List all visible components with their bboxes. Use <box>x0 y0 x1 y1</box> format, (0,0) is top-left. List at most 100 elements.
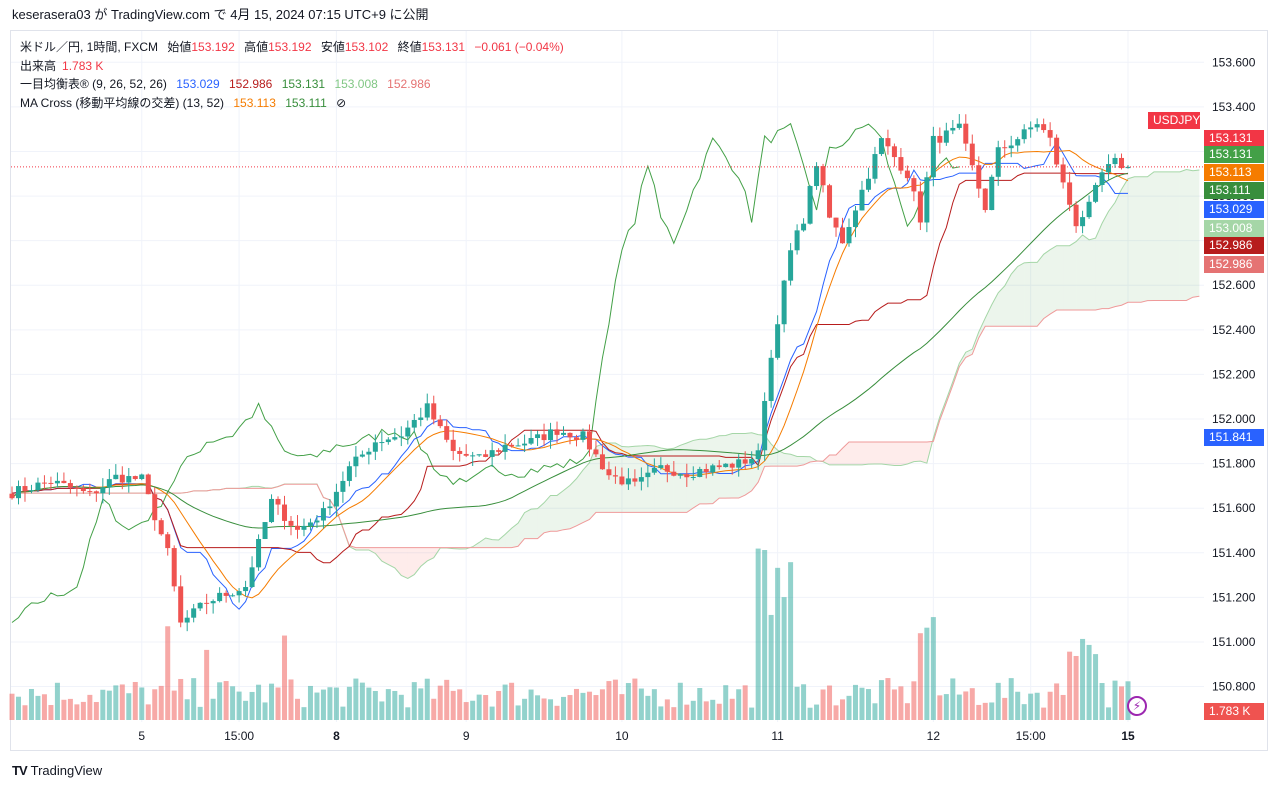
cloud-segment <box>745 432 752 496</box>
volume-bar <box>152 689 158 720</box>
candle-body <box>1054 137 1060 165</box>
candle-body <box>625 478 631 485</box>
candle-body <box>340 480 346 492</box>
volume-bar <box>119 684 125 720</box>
volume-bar <box>703 701 709 720</box>
candle-body <box>327 506 333 509</box>
volume-bar <box>852 684 858 720</box>
volume-bar <box>827 685 833 720</box>
price-label-spanB: 152.986 <box>1204 256 1264 273</box>
candle-body <box>833 217 839 228</box>
cloud-segment <box>861 442 869 465</box>
price-label-spanA: 153.008 <box>1204 220 1264 237</box>
volume-bar <box>398 694 404 720</box>
volume-bar <box>671 707 677 720</box>
volume-bar <box>969 688 975 720</box>
candle-body <box>22 486 28 492</box>
legend-ma-slow: 153.111 <box>285 95 327 110</box>
volume-bar <box>619 694 625 720</box>
cloud-segment <box>550 495 558 532</box>
volume-bar <box>178 678 184 720</box>
volume-bar <box>859 687 865 720</box>
legend-span-b: 152.986 <box>387 77 431 91</box>
legend-high-label: 高値 <box>244 40 269 54</box>
cloud-segment <box>570 478 577 529</box>
volume-bar <box>1093 654 1099 720</box>
legend-chikou: 153.131 <box>281 77 326 91</box>
y-tick-label: 152.600 <box>1212 278 1256 292</box>
volume-bar <box>301 707 307 720</box>
volume-bar <box>573 688 579 720</box>
volume-bar <box>171 690 177 720</box>
candle-body <box>1086 201 1092 218</box>
volume-bar <box>593 695 599 720</box>
cloud-segment <box>686 440 694 513</box>
candle-body <box>690 476 696 478</box>
legend-ohlc-row: 米ドル／円, 1時間, FXCM 始値153.192 高値153.192 安値1… <box>20 38 564 57</box>
legend-close-label: 終値 <box>397 40 422 54</box>
volume-bar <box>554 705 560 720</box>
legend-ichimoku-row[interactable]: 一目均衡表® (9, 26, 52, 26) 153.029 152.986 1… <box>20 75 564 94</box>
candle-body <box>859 189 865 211</box>
volume-bar <box>457 689 463 720</box>
cloud-segment <box>900 442 908 466</box>
candle-body <box>885 138 891 147</box>
candle-body <box>35 482 41 491</box>
candle-body <box>243 587 249 592</box>
volume-bar <box>327 687 333 720</box>
volume-bar <box>372 690 378 720</box>
volume-bar <box>158 685 164 720</box>
cloud-segment <box>492 539 499 548</box>
senkou-span-b-line <box>12 295 1200 549</box>
tenkan-sen-line <box>11 141 1128 610</box>
candle-body <box>437 419 443 427</box>
candle-body <box>561 432 567 435</box>
volume-bar <box>567 695 573 720</box>
legend-high: 153.192 <box>268 40 312 54</box>
legend-ma-row[interactable]: MA Cross (移動平均線の交差) (13, 52) 153.113 153… <box>20 94 564 113</box>
volume-bar <box>269 683 275 720</box>
volume-bar <box>807 707 813 720</box>
cloud-segment <box>965 349 973 358</box>
candle-body <box>956 123 962 128</box>
footer[interactable]: TV TradingView <box>12 760 102 782</box>
lightning-icon[interactable]: ⚡ <box>1127 696 1147 716</box>
volume-bar <box>522 698 528 720</box>
volume-bar <box>976 704 982 720</box>
legend-low: 153.102 <box>344 40 389 54</box>
candle-body <box>684 474 690 478</box>
cloud-segment <box>1134 176 1141 303</box>
candle-body <box>41 482 47 484</box>
candle-body <box>989 176 995 211</box>
volume-bar <box>762 550 768 720</box>
candle-body <box>269 498 275 523</box>
candle-body <box>749 459 755 464</box>
y-tick-label: 151.200 <box>1212 590 1256 604</box>
candle-body <box>476 454 482 456</box>
candle-body <box>891 146 897 158</box>
legend-volume-label: 出来高 <box>20 58 57 73</box>
candle-body <box>113 474 119 480</box>
legend-ma-hidden-icon[interactable]: ⊘ <box>336 95 347 110</box>
cloud-segment <box>842 442 849 465</box>
candle-body <box>54 480 60 484</box>
cloud-segment <box>978 318 986 338</box>
cloud-segment <box>777 450 785 467</box>
y-tick-label: 152.000 <box>1212 412 1256 426</box>
legend-open-label: 始値 <box>167 40 192 54</box>
volume-bar <box>106 690 112 720</box>
candle-body <box>119 474 125 483</box>
candle-body <box>450 439 456 451</box>
y-tick-label: 151.400 <box>1212 546 1256 560</box>
cloud-segment <box>628 446 635 513</box>
publish-header-text: keserasera03 が TradingView.com で 4月 15, … <box>12 7 429 22</box>
candle-body <box>664 465 670 472</box>
volume-bar <box>548 699 554 720</box>
chikou-span-line <box>11 122 960 623</box>
cloud-segment <box>836 448 843 465</box>
cloud-segment <box>602 443 609 513</box>
volume-bar <box>249 691 255 720</box>
volume-bar <box>1073 655 1079 720</box>
candle-body <box>67 483 73 488</box>
